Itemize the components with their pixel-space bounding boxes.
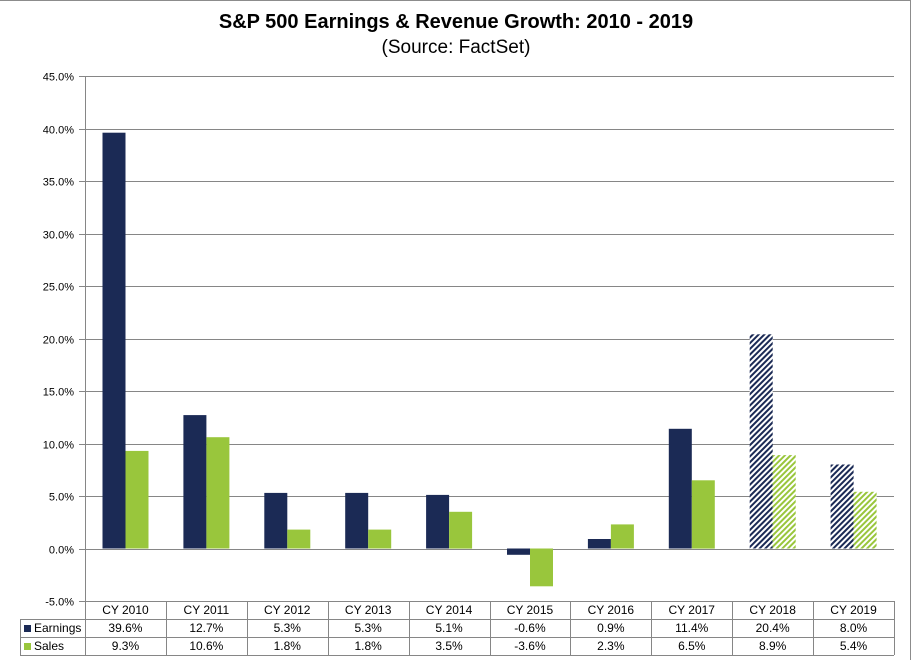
y-tick-label: 5.0% [49,492,74,504]
x-category-label: CY 2017 [669,603,716,617]
chart-title: S&P 500 Earnings & Revenue Growth: 2010 … [218,11,694,33]
bar-earnings [345,492,369,549]
x-category-label: CY 2013 [345,603,392,617]
data-label-earnings: 5.3% [354,621,382,635]
legend-label-earnings: Earnings [34,621,81,635]
bar-sales [691,480,715,549]
x-category-label: CY 2019 [830,603,877,617]
data-label-earnings: 5.1% [435,621,463,635]
bar-sales [610,524,634,549]
data-label-earnings: 0.9% [597,621,625,635]
bar-sales [287,529,311,549]
y-tick-label: 40.0% [43,125,74,137]
data-label-earnings: 12.7% [189,621,223,635]
y-tick-label: 35.0% [43,177,74,189]
data-label-earnings: 11.4% [675,621,708,635]
y-tick-label: 10.0% [43,440,74,452]
y-tick-label: 0.0% [49,545,74,557]
bar-sales [853,491,877,549]
bar-earnings [426,494,450,549]
x-category-label: CY 2016 [588,603,635,617]
legend-key-sales [24,643,31,650]
legend-label-sales: Sales [34,639,64,653]
data-label-earnings: -0.6% [514,621,546,635]
data-label-sales: 10.6% [189,639,223,653]
bar-sales [368,529,392,549]
x-category-label: CY 2011 [184,603,230,617]
bar-sales [449,511,473,549]
y-tick-label: 45.0% [43,72,74,84]
y-tick-label: 20.0% [43,335,74,347]
bar-earnings [587,539,611,549]
y-tick-label: 25.0% [43,282,74,294]
data-label-earnings: 39.6% [108,621,142,635]
x-category-label: CY 2015 [507,603,554,617]
x-category-label: CY 2014 [426,603,473,617]
data-label-sales: 8.9% [759,639,787,653]
bar-sales [530,548,553,587]
x-category-label: CY 2018 [749,603,796,617]
chart-subtitle: (Source: FactSet) [381,37,531,58]
legend-key-earnings [24,625,31,632]
bar-earnings [507,548,530,555]
data-label-sales: 9.3% [112,639,140,653]
bar-earnings [749,334,773,549]
bar-earnings [264,492,288,549]
x-category-label: CY 2012 [264,603,311,617]
y-tick-label: 30.0% [43,230,74,242]
data-label-sales: 1.8% [274,639,302,653]
data-label-earnings: 5.3% [274,621,302,635]
data-label-sales: 5.4% [840,639,868,653]
x-category-label: CY 2010 [102,603,149,617]
bar-earnings [830,464,854,549]
data-label-sales: 2.3% [597,639,625,653]
bar-earnings [183,415,207,549]
data-label-earnings: 8.0% [840,621,868,635]
data-label-earnings: 20.4% [756,621,790,635]
bar-sales [125,450,149,549]
data-label-sales: -3.6% [514,639,546,653]
data-label-sales: 3.5% [435,639,463,653]
data-label-sales: 6.5% [678,639,706,653]
y-tick-label: -5.0% [45,597,74,609]
bar-sales [772,455,796,549]
y-tick-label: 15.0% [43,387,74,399]
data-label-sales: 1.8% [354,639,382,653]
bar-sales [206,437,230,549]
bar-earnings [668,428,692,549]
bar-earnings [102,132,126,549]
